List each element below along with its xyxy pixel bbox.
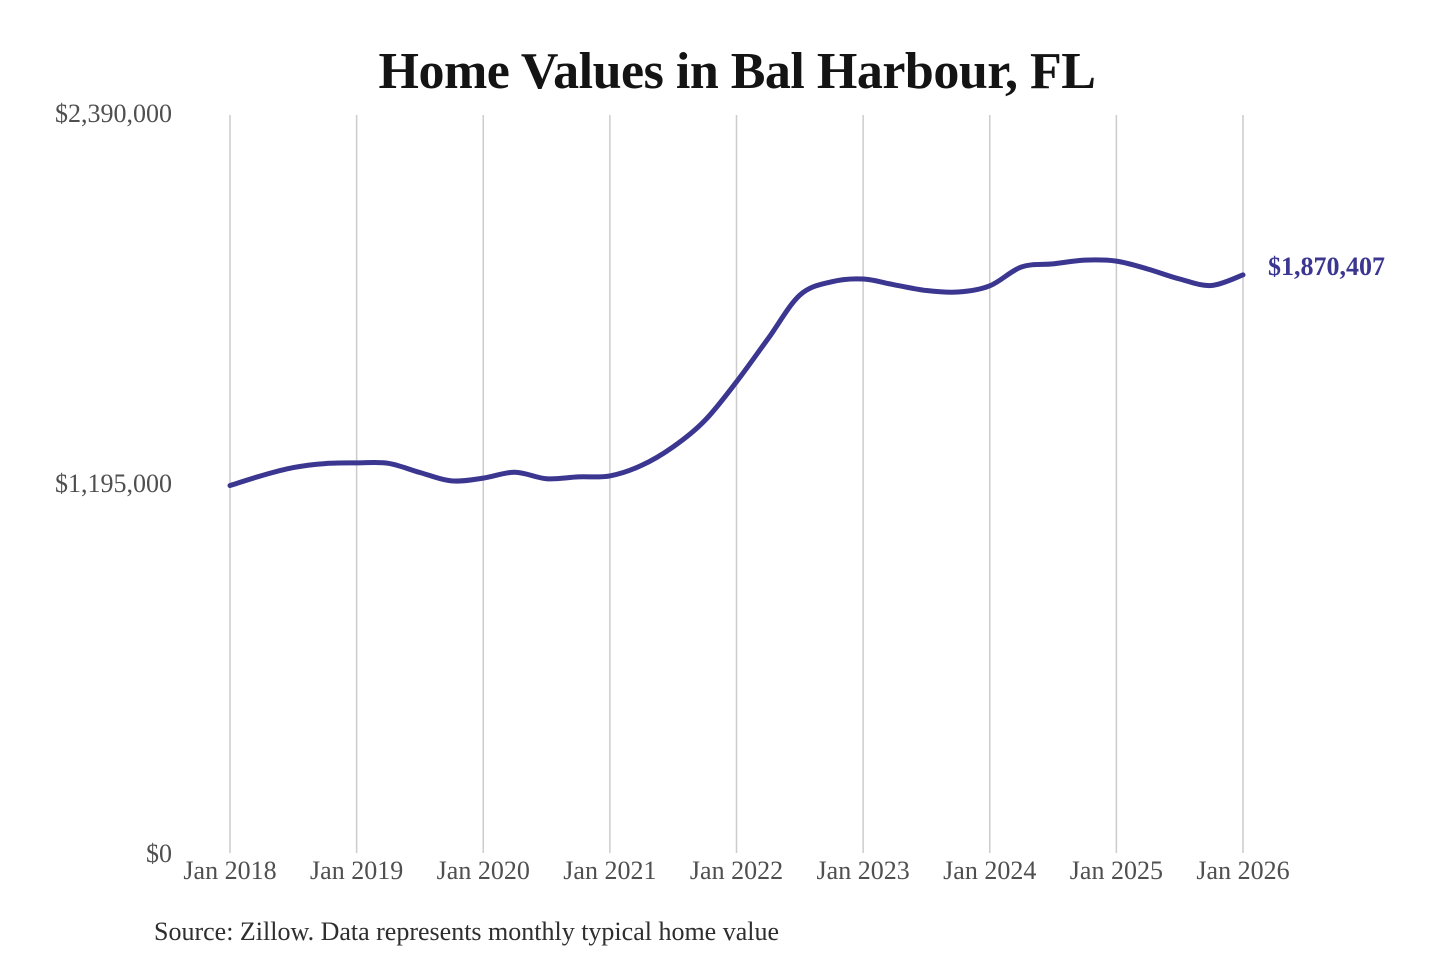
x-tick-label: Jan 2022 [689,856,784,885]
x-tick-label: Jan 2024 [943,856,1037,885]
x-tick-label: Jan 2018 [183,856,277,885]
chart-title: Home Values in Bal Harbour, FL [378,43,1097,100]
source-note: Source: Zillow. Data represents monthly … [154,917,780,946]
current-value-label: $1,870,407 [1268,252,1385,281]
x-tick-label: Jan 2020 [436,856,530,885]
gridlines [229,115,1244,853]
x-tick-label: Jan 2019 [310,856,404,885]
x-tick-label: Jan 2025 [1069,856,1163,885]
x-tick-label: Jan 2026 [1196,856,1290,885]
y-tick-label: $1,195,000 [55,469,172,498]
x-tick-label: Jan 2023 [816,856,910,885]
y-tick-label: $0 [146,839,172,868]
x-tick-label: Jan 2021 [563,856,657,885]
home-value-line [227,257,1246,488]
y-tick-label: $2,390,000 [55,99,172,128]
